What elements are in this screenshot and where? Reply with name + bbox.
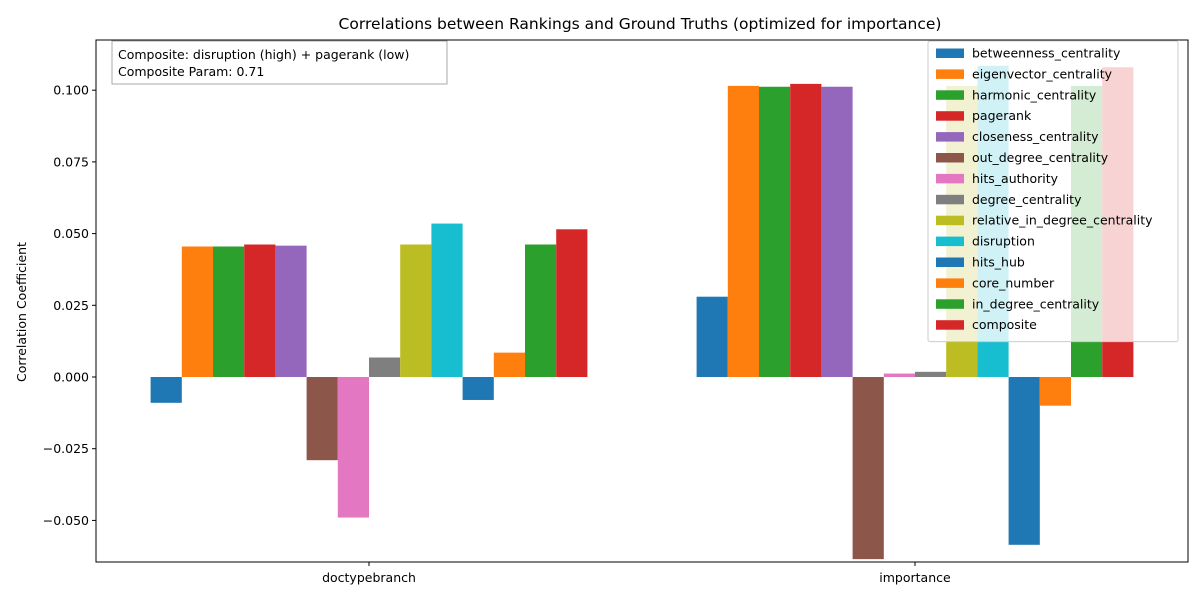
y-tick-label: 0.050 <box>53 226 89 241</box>
legend-label-in-degree-centrality: in_degree_centrality <box>972 296 1100 311</box>
bar-disruption-doctypebranch <box>431 223 463 378</box>
annotation-line-2: Composite Param: 0.71 <box>118 64 264 79</box>
annotation-box <box>111 40 448 85</box>
y-tick-label: 0.075 <box>53 154 89 169</box>
legend-swatch-core-number <box>936 278 964 288</box>
legend-swatch-hits-authority <box>936 173 964 184</box>
y-tick-label: −0.050 <box>43 513 89 528</box>
legend-swatch-harmonic-centrality <box>936 90 964 100</box>
bar-betweenness-centrality-importance <box>696 296 728 378</box>
legend-swatch-closeness-centrality <box>936 132 964 142</box>
y-tick-label: 0.025 <box>53 298 89 313</box>
legend-box <box>927 40 1179 343</box>
chart-title: Correlations between Rankings and Ground… <box>339 15 942 33</box>
bar-relative-in-degree-centrality-doctypebranch <box>400 244 432 378</box>
legend-swatch-hits-hub <box>936 257 964 267</box>
x-tick-label: importance <box>879 570 951 585</box>
legend-swatch-out-degree-centrality <box>936 153 964 163</box>
bar-in-degree-centrality-doctypebranch <box>525 244 557 378</box>
legend-label-relative-in-degree-centrality: relative_in_degree_centrality <box>972 213 1153 228</box>
legend-label-composite: composite <box>972 317 1037 332</box>
bar-hits-authority-importance <box>883 373 915 377</box>
legend-label-disruption: disruption <box>972 234 1035 249</box>
y-tick-label: −0.025 <box>43 441 89 456</box>
plot-area: −0.050 −0.025 0.000 0.025 0.050 0.075 0.100 doc… <box>43 39 1189 585</box>
legend-swatch-degree-centrality <box>936 194 964 205</box>
legend-swatch-relative-in-degree-centrality <box>936 215 964 226</box>
legend-label-harmonic-centrality: harmonic_centrality <box>972 87 1097 102</box>
bar-core-number-importance <box>1039 377 1071 406</box>
legend-label-out-degree-centrality: out_degree_centrality <box>972 150 1109 165</box>
legend-swatch-eigenvector-centrality <box>936 69 964 79</box>
legend-label-pagerank: pagerank <box>972 108 1032 123</box>
x-tick-label: doctypebranch <box>322 570 416 585</box>
legend-swatch-pagerank <box>936 111 964 121</box>
bar-closeness-centrality-importance <box>821 86 853 377</box>
y-tick-label: 0.000 <box>53 370 89 385</box>
bar-harmonic-centrality-doctypebranch <box>213 246 245 378</box>
bar-closeness-centrality-doctypebranch <box>275 245 307 378</box>
bar-out-degree-centrality-doctypebranch <box>306 377 338 461</box>
bar-pagerank-doctypebranch <box>244 244 276 378</box>
y-tick-label: 0.100 <box>53 83 89 98</box>
bar-hits-hub-doctypebranch <box>462 377 494 400</box>
legend-label-hits-hub: hits_hub <box>972 255 1025 270</box>
legend-swatch-composite <box>936 320 964 330</box>
legend-swatch-in-degree-centrality <box>936 299 964 309</box>
bar-eigenvector-centrality-importance <box>727 85 759 378</box>
y-axis-label: Correlation Coefficient <box>14 242 29 382</box>
legend-label-degree-centrality: degree_centrality <box>972 192 1082 207</box>
bar-degree-centrality-importance <box>915 371 947 377</box>
legend-label-core-number: core_number <box>972 275 1055 290</box>
bar-composite-doctypebranch <box>556 229 588 378</box>
bar-pagerank-importance <box>790 83 822 377</box>
legend-label-eigenvector-centrality: eigenvector_centrality <box>972 66 1113 81</box>
legend-label-betweenness-centrality: betweenness_centrality <box>972 46 1121 61</box>
legend-swatch-betweenness-centrality <box>936 48 964 58</box>
bar-eigenvector-centrality-doctypebranch <box>181 246 213 378</box>
bar-hits-authority-doctypebranch <box>337 377 369 518</box>
legend-label-hits-authority: hits_authority <box>972 171 1059 186</box>
plot-frame <box>95 39 1189 563</box>
bar-harmonic-centrality-importance <box>759 86 791 377</box>
bar-core-number-doctypebranch <box>493 352 525 378</box>
bar-hits-hub-importance <box>1008 377 1040 545</box>
bar-out-degree-centrality-importance <box>852 377 884 560</box>
bar-betweenness-centrality-doctypebranch <box>150 377 182 403</box>
legend-swatch-disruption <box>936 236 964 247</box>
bar-degree-centrality-doctypebranch <box>369 357 401 377</box>
legend-label-closeness-centrality: closeness_centrality <box>972 129 1099 144</box>
annotation-line-1: Composite: disruption (high) + pagerank … <box>118 47 409 62</box>
